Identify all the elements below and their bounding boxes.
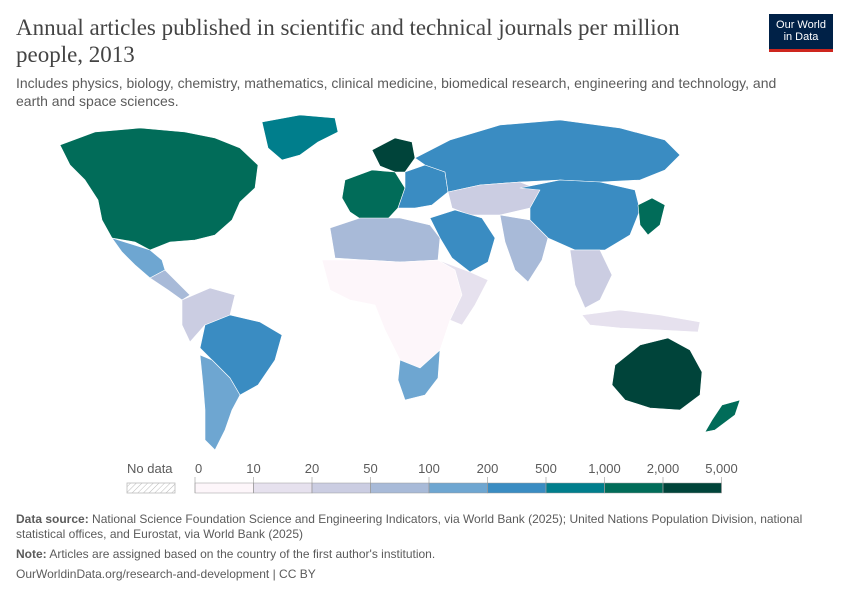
region-russia[interactable] [414,119,681,193]
legend-bin-4[interactable] [428,482,488,494]
note-label: Note: [16,547,47,561]
legend-bin-5[interactable] [487,482,547,494]
region-sub-saharan-africa[interactable] [321,259,463,369]
legend-no-data-swatch [126,482,176,494]
legend-tick-label-8: 2,000 [647,461,680,476]
region-central-america[interactable] [149,269,191,301]
legend-bin-3[interactable] [370,482,430,494]
region-scandinavia[interactable] [371,137,416,173]
legend-tick-label-5: 200 [477,461,499,476]
legend: No data 0 10 20 50 100 200 500 1,000 2,000 5,000 [126,461,738,494]
region-greenland[interactable] [261,114,339,161]
legend-tick-label-6: 500 [535,461,557,476]
region-north-america[interactable] [59,127,259,251]
legend-tick-label-2: 20 [305,461,319,476]
region-southeast-asia[interactable] [569,249,613,309]
region-southern-africa[interactable] [397,349,441,401]
legend-bin-1[interactable] [253,482,313,494]
owid-logo[interactable]: Our World in Data [769,14,833,52]
region-brazil[interactable] [199,314,283,396]
note-text: Articles are assigned based on the count… [49,547,436,561]
note-line: Note: Articles are assigned based on the… [16,547,816,562]
url-line[interactable]: OurWorldinData.org/research-and-developm… [16,567,816,582]
region-china[interactable] [519,179,641,251]
legend-tick-label-0: 0 [195,461,202,476]
region-japan-korea[interactable] [637,197,666,236]
world-map [59,114,741,450]
legend-tick-label-3: 50 [363,461,377,476]
source-label: Data source: [16,512,89,526]
region-europe-west[interactable] [341,169,406,223]
region-new-zealand[interactable] [704,399,741,433]
region-australia[interactable] [611,337,703,411]
source-line: Data source: National Science Foundation… [16,512,816,542]
region-india[interactable] [499,214,549,283]
footer: Data source: National Science Foundation… [16,512,816,587]
legend-bin-0[interactable] [194,482,254,494]
legend-no-data-label: No data [127,461,173,476]
legend-bin-7[interactable] [604,482,664,494]
url-text[interactable]: OurWorldinData.org/research-and-developm… [16,567,316,581]
logo-line-1: Our World [776,19,826,31]
legend-tick-label-4: 100 [418,461,440,476]
source-text: National Science Foundation Science and … [16,512,803,541]
logo-line-2: in Data [783,31,819,43]
legend-tick-label-1: 10 [246,461,260,476]
legend-bin-6[interactable] [545,482,605,494]
region-east-africa[interactable] [437,259,489,326]
legend-bin-8[interactable] [662,482,722,494]
legend-bin-2[interactable] [311,482,371,494]
legend-tick-label-9: 5,000 [705,461,738,476]
region-middle-east[interactable] [429,209,496,273]
legend-tick-label-7: 1,000 [588,461,621,476]
chart-subtitle: Includes physics, biology, chemistry, ma… [16,75,777,109]
region-north-africa[interactable] [329,217,441,263]
chart-title: Annual articles published in scientific … [16,15,680,67]
region-argentina-chile[interactable] [199,354,241,450]
region-indonesia[interactable] [581,309,701,333]
